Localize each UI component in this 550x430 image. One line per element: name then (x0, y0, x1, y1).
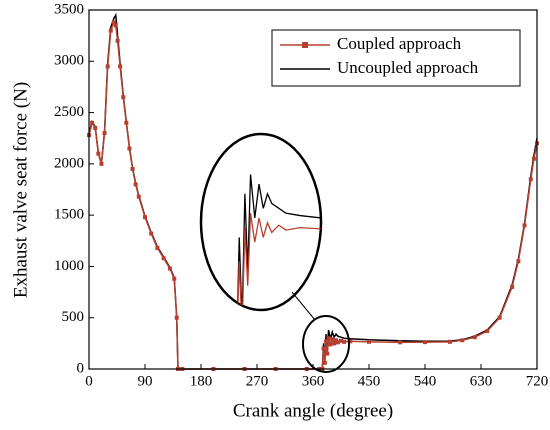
series-marker (99, 161, 104, 166)
y-tick-label: 1000 (54, 258, 84, 274)
series-marker (472, 335, 477, 340)
series-marker (133, 182, 138, 187)
series-marker (113, 23, 118, 28)
x-tick-label: 90 (138, 373, 153, 389)
y-tick-label: 2500 (54, 104, 84, 120)
x-tick-label: 270 (246, 373, 269, 389)
y-tick-label: 3000 (54, 53, 84, 69)
series-marker (460, 338, 465, 343)
series-marker (93, 125, 98, 130)
series-marker (90, 120, 95, 125)
series-marker (149, 231, 154, 236)
series-marker (324, 339, 329, 344)
series-marker (321, 346, 326, 351)
inset-circle (199, 132, 323, 312)
x-tick-label: 0 (85, 373, 93, 389)
series-marker (510, 284, 515, 289)
series-marker (121, 95, 126, 100)
x-tick-label: 180 (190, 373, 213, 389)
y-tick-label: 3500 (54, 1, 84, 17)
x-tick-label: 360 (302, 373, 325, 389)
x-axis-title: Crank angle (degree) (233, 400, 393, 421)
series-marker (155, 245, 160, 250)
y-tick-label: 1500 (54, 207, 84, 223)
legend-box (271, 29, 521, 87)
series-marker (328, 342, 333, 347)
y-axis-title: Exhaust valve seat force (N) (10, 82, 31, 298)
series-marker (330, 337, 335, 342)
x-tick-label: 630 (470, 373, 493, 389)
series-marker (447, 339, 452, 344)
series-marker (334, 338, 339, 343)
series-marker (339, 338, 343, 343)
series-marker (130, 166, 135, 171)
series-marker (332, 341, 337, 346)
zoom-connector (291, 291, 316, 321)
series-marker (108, 28, 113, 33)
series-marker (174, 315, 179, 320)
series-marker (325, 351, 330, 356)
series-marker (335, 340, 340, 345)
series-marker (161, 256, 166, 261)
legend-label: Coupled approach (337, 34, 462, 53)
series-marker (136, 194, 141, 199)
series-marker (127, 146, 132, 151)
series-marker (167, 266, 172, 271)
series-marker (322, 360, 327, 365)
series-marker (118, 64, 123, 69)
x-tick-label: 540 (414, 373, 437, 389)
series-marker (326, 336, 331, 341)
x-tick-label: 450 (358, 373, 381, 389)
series-marker (367, 339, 371, 344)
series-marker (172, 276, 177, 281)
series-marker (342, 339, 347, 344)
series-marker (522, 223, 527, 228)
series-marker (528, 177, 533, 182)
series-marker (423, 340, 427, 345)
series-marker (497, 315, 502, 320)
series-marker (485, 329, 490, 334)
legend-label: Uncoupled approach (337, 58, 479, 77)
legend-marker (302, 42, 308, 48)
x-tick-label: 720 (526, 373, 549, 389)
series-marker (111, 20, 116, 25)
series-marker (124, 120, 129, 125)
series-marker (115, 38, 120, 43)
zoom-circle (302, 315, 350, 373)
series-marker (531, 156, 536, 161)
series-marker (143, 215, 147, 220)
series-marker (96, 151, 101, 156)
y-tick-label: 2000 (54, 155, 84, 171)
y-tick-label: 500 (62, 309, 85, 325)
y-tick-label: 0 (77, 360, 85, 376)
series-marker (348, 339, 353, 344)
series-marker (102, 131, 107, 136)
series-marker (398, 340, 403, 345)
series-marker (105, 64, 110, 69)
series-marker (516, 259, 521, 264)
